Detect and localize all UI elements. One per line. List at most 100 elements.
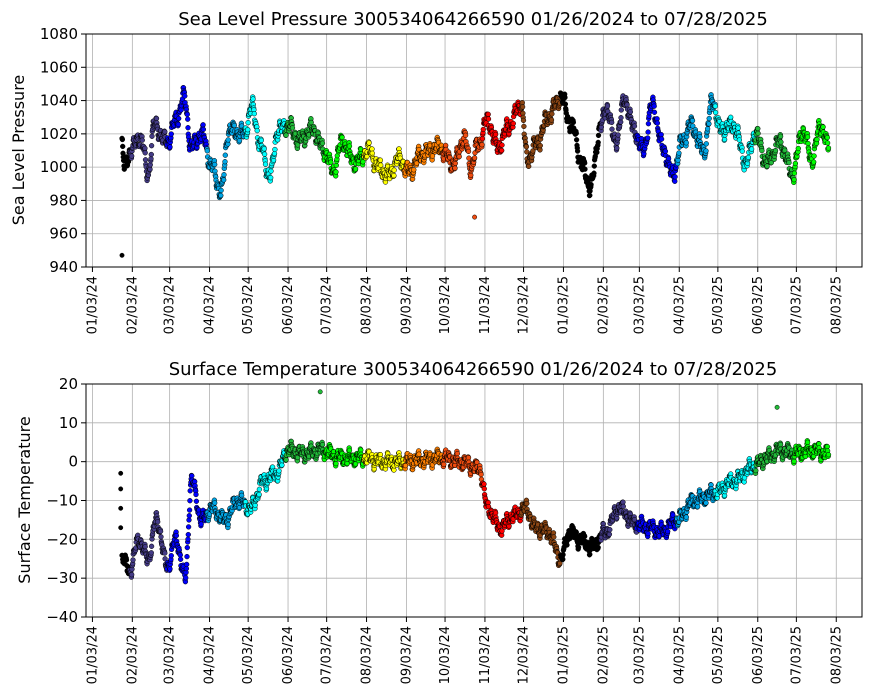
x-tick-label: 08/03/25 <box>829 276 844 334</box>
data-point <box>481 486 487 492</box>
data-point <box>759 147 765 154</box>
data-point <box>162 550 168 556</box>
x-tick-label: 08/03/24 <box>360 626 375 684</box>
data-point <box>478 471 484 478</box>
x-tick-label: 05/03/25 <box>711 626 726 684</box>
data-point <box>706 115 712 122</box>
data-point <box>129 572 135 578</box>
data-point <box>153 115 160 122</box>
data-point <box>221 172 227 178</box>
data-point <box>456 153 462 160</box>
outlier-point <box>317 389 323 395</box>
data-point <box>582 160 588 166</box>
data-point <box>225 521 231 528</box>
data-point <box>609 126 615 132</box>
data-point <box>791 458 797 465</box>
data-point <box>618 107 624 113</box>
data-point <box>811 159 817 165</box>
data-point <box>739 148 745 154</box>
data-point <box>591 163 597 169</box>
data-point <box>499 142 505 148</box>
x-tick-label: 03/03/24 <box>163 626 178 684</box>
data-point <box>548 117 555 123</box>
chart-title: Surface Temperature 300534064266590 01/2… <box>169 359 778 380</box>
x-tick-label: 12/03/24 <box>517 276 532 334</box>
data-point <box>672 174 678 180</box>
x-tick-label: 09/03/24 <box>399 276 414 334</box>
data-point <box>346 143 353 149</box>
data-point <box>225 137 231 143</box>
data-point <box>339 134 345 141</box>
y-tick-label: 20 <box>59 375 78 393</box>
data-point <box>712 103 718 109</box>
data-point <box>193 491 199 498</box>
data-point <box>811 153 817 159</box>
data-point <box>658 136 665 142</box>
data-point <box>189 473 195 479</box>
x-tick-label: 01/03/25 <box>556 276 571 334</box>
data-point <box>697 134 703 140</box>
data-point <box>187 498 193 504</box>
x-tick-label: 03/03/25 <box>632 626 647 684</box>
data-point <box>745 154 752 161</box>
data-point <box>755 130 761 137</box>
x-tick-label: 02/03/24 <box>125 276 140 334</box>
data-point <box>537 142 543 149</box>
data-point <box>251 111 257 117</box>
y-tick-label: 1040 <box>40 92 78 110</box>
data-point <box>795 145 801 152</box>
data-point <box>825 145 832 151</box>
data-point <box>521 123 527 130</box>
data-series <box>118 389 832 585</box>
data-point <box>276 468 282 474</box>
data-point <box>245 127 251 133</box>
y-tick-label: 10 <box>59 414 78 432</box>
data-point <box>820 124 826 130</box>
data-point <box>452 165 458 171</box>
data-point <box>624 102 630 108</box>
data-point <box>468 172 474 178</box>
data-point <box>645 135 651 141</box>
data-point <box>262 161 269 167</box>
data-point <box>645 129 651 135</box>
y-tick-label: 1020 <box>40 125 78 143</box>
data-point <box>736 137 743 143</box>
data-point <box>465 148 472 155</box>
x-tick-label: 06/03/25 <box>751 276 766 334</box>
data-point <box>777 441 784 448</box>
data-point <box>147 166 153 172</box>
data-point <box>186 513 192 519</box>
data-point <box>485 116 492 122</box>
x-tick-label: 04/03/24 <box>203 276 218 334</box>
outlier-point <box>774 404 780 410</box>
data-point <box>772 147 779 154</box>
y-tick-label: 940 <box>49 258 78 276</box>
data-point <box>148 543 155 549</box>
data-point <box>479 142 485 148</box>
data-point <box>139 137 145 143</box>
data-point <box>777 133 784 139</box>
data-point <box>524 500 530 507</box>
data-point <box>184 553 190 560</box>
data-point <box>279 462 285 468</box>
data-point <box>429 153 436 159</box>
data-point <box>573 529 579 536</box>
x-tick-label: 02/03/24 <box>125 626 140 684</box>
data-point <box>560 552 566 558</box>
data-point <box>173 532 180 539</box>
data-point <box>142 157 149 163</box>
data-point <box>595 544 601 551</box>
data-point <box>231 122 237 129</box>
x-tick-label: 12/03/24 <box>517 626 532 684</box>
data-point <box>465 455 472 461</box>
x-tick-label: 04/03/24 <box>203 626 218 684</box>
data-point <box>256 491 262 498</box>
data-point <box>283 457 289 463</box>
data-point <box>175 121 181 128</box>
data-point <box>148 151 154 158</box>
data-point <box>148 143 155 149</box>
data-point <box>184 561 190 568</box>
data-point <box>218 192 224 199</box>
data-point <box>333 169 339 175</box>
data-point <box>712 109 719 116</box>
